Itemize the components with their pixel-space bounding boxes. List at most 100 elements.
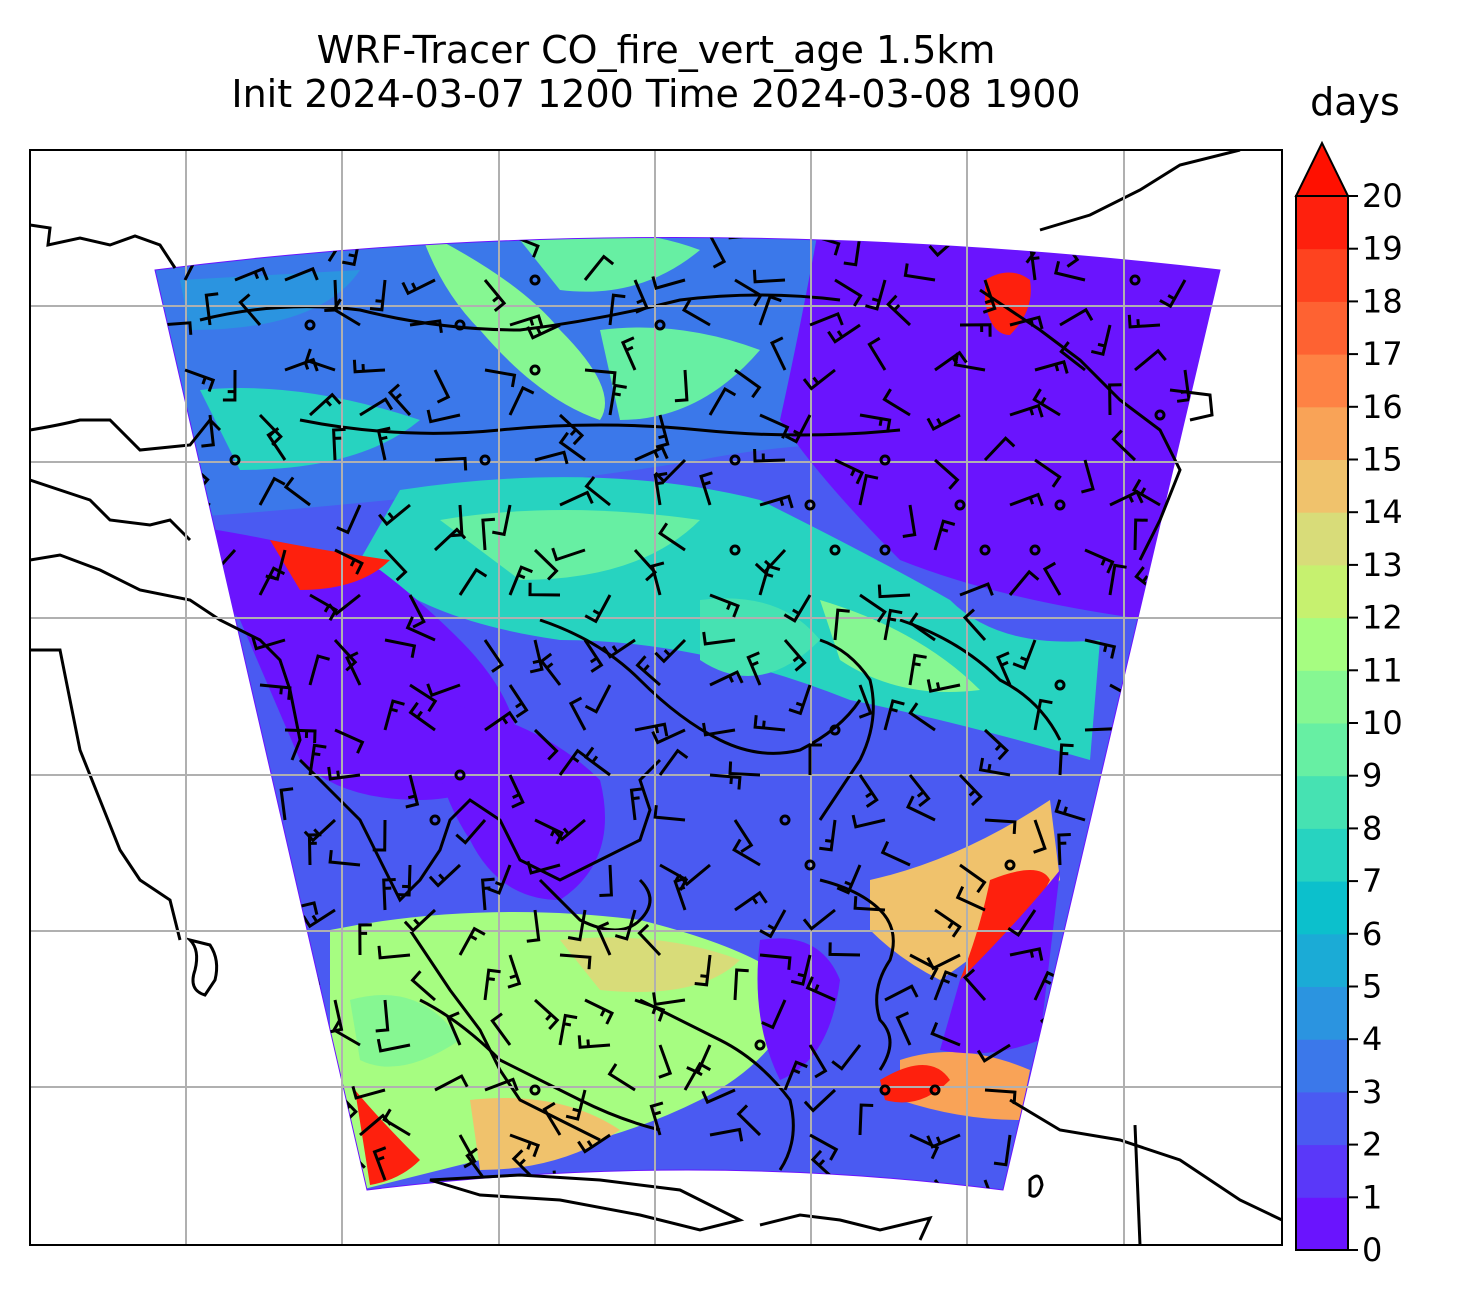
colorbar-cell xyxy=(1296,301,1348,355)
wind-barb xyxy=(558,1013,578,1046)
wind-barb xyxy=(383,699,405,731)
wind-barb xyxy=(905,795,936,822)
wind-barb xyxy=(733,968,749,1001)
calm-wind-marker xyxy=(1054,679,1066,691)
wind-barb xyxy=(709,670,744,687)
calm-wind-marker xyxy=(954,499,966,511)
colorbar-cell xyxy=(1296,617,1348,671)
wind-barb xyxy=(327,766,361,781)
wind-barb xyxy=(433,369,451,404)
wind-barb xyxy=(1134,348,1167,372)
title-line-1: WRF-Tracer CO_fire_vert_age 1.5km xyxy=(316,28,996,72)
wind-barb xyxy=(1090,324,1112,357)
wind-barb xyxy=(378,503,411,527)
wind-barb xyxy=(184,368,216,393)
calm-wind-marker xyxy=(529,364,541,376)
colorbar-extend-arrow xyxy=(1294,140,1350,197)
wind-barb xyxy=(909,953,939,981)
wind-barb xyxy=(584,368,617,385)
wind-barb xyxy=(702,722,736,737)
wind-barb xyxy=(827,323,861,344)
wind-barb xyxy=(790,954,812,986)
wind-barb xyxy=(1033,698,1053,731)
wind-barb xyxy=(833,608,850,641)
wind-barb xyxy=(483,639,504,673)
wind-barb xyxy=(1084,548,1115,574)
calm-wind-marker xyxy=(804,499,816,511)
wind-barb xyxy=(490,1012,512,1046)
calm-wind-marker xyxy=(829,724,841,736)
wind-barb xyxy=(345,651,362,686)
wind-barb xyxy=(702,631,736,646)
wind-barb xyxy=(426,683,461,698)
wind-barb xyxy=(483,968,501,1001)
wind-barb xyxy=(369,279,387,312)
wind-barb xyxy=(359,397,394,417)
wind-barb xyxy=(1059,307,1094,327)
wind-barb xyxy=(933,519,956,551)
wind-barb xyxy=(926,953,961,971)
wind-barb xyxy=(1057,833,1071,866)
wind-barb xyxy=(376,426,391,461)
wind-barb xyxy=(635,655,661,687)
wind-barb xyxy=(701,1088,736,1105)
calm-wind-marker xyxy=(529,1084,541,1096)
wind-barb xyxy=(1059,341,1086,372)
wind-barb xyxy=(752,269,786,284)
wind-barb xyxy=(332,427,346,461)
colorbar-cell xyxy=(1296,775,1348,829)
calm-wind-marker xyxy=(429,814,441,826)
wind-barb xyxy=(526,909,541,943)
wind-barb xyxy=(734,890,768,912)
wind-barb xyxy=(328,849,361,867)
wind-barb xyxy=(159,321,193,335)
wind-barb xyxy=(1034,458,1062,488)
wind-barb xyxy=(673,876,687,911)
wind-barb xyxy=(401,278,436,296)
wind-barb xyxy=(859,413,892,433)
colorbar-cell xyxy=(1296,196,1348,250)
wind-barb xyxy=(542,1101,562,1136)
wind-barb xyxy=(902,504,917,538)
colorbar-tick-label: 8 xyxy=(1362,809,1382,847)
colorbar-tick-label: 6 xyxy=(1362,915,1382,953)
wind-barb xyxy=(403,908,437,933)
wind-barb xyxy=(528,582,561,597)
wind-barb xyxy=(376,1038,411,1053)
wind-barb xyxy=(926,1133,961,1149)
wind-barb xyxy=(508,565,533,596)
wind-barb xyxy=(758,564,781,596)
wind-barb xyxy=(620,336,637,371)
wind-barb xyxy=(384,638,417,658)
wind-barb xyxy=(978,757,1011,777)
wind-barb xyxy=(926,413,961,432)
wind-barb xyxy=(405,774,420,809)
colorbar-tick-label: 13 xyxy=(1362,546,1403,584)
wind-barb xyxy=(458,1134,477,1169)
wind-barb xyxy=(533,548,559,581)
wind-barb xyxy=(650,561,665,596)
wind-barb xyxy=(1133,518,1148,551)
wind-barb xyxy=(607,1063,636,1092)
calm-wind-marker xyxy=(654,319,666,331)
wind-barb xyxy=(759,909,787,939)
wind-barb xyxy=(908,702,936,732)
wind-barb xyxy=(599,864,613,897)
wind-barb xyxy=(858,684,873,719)
wind-barb xyxy=(1008,569,1040,596)
wind-barb xyxy=(481,517,496,551)
wind-barb xyxy=(761,999,787,1030)
wind-barb xyxy=(484,710,518,732)
colorbar-cell xyxy=(1296,564,1348,619)
wind-barb xyxy=(1054,799,1086,822)
calm-wind-marker xyxy=(729,544,741,556)
wind-barb xyxy=(1034,360,1069,374)
wind-barb xyxy=(934,908,962,938)
wind-barb xyxy=(608,383,627,416)
wind-barb xyxy=(1108,383,1122,416)
wind-barb xyxy=(803,1088,837,1113)
wind-barb xyxy=(759,494,794,509)
wind-barb xyxy=(258,566,286,596)
wind-barb xyxy=(859,593,887,623)
